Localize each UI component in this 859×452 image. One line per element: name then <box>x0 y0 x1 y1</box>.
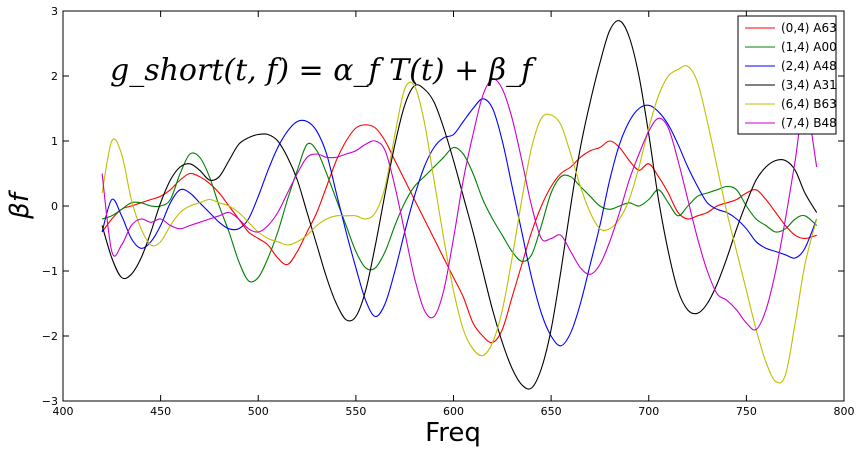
formula-annotation: g_short(t, f) = α_f T(t) + β_f <box>110 53 537 88</box>
y-tick-label: 0 <box>51 200 58 213</box>
x-tick-label: 650 <box>541 405 562 418</box>
x-tick-label: 550 <box>345 405 366 418</box>
legend-box <box>737 15 837 135</box>
series-line-0 <box>101 124 817 344</box>
series-line-2 <box>101 98 818 347</box>
series-line-4 <box>101 65 818 384</box>
x-axis-ticks: 400 450 500 550 600 650 700 750 800 <box>53 11 855 418</box>
legend-entry-label: (0,4) A63 <box>781 21 837 35</box>
series-line-1 <box>101 142 818 283</box>
y-axis-label: βf <box>5 189 35 220</box>
y-tick-label: −1 <box>42 265 58 278</box>
x-axis-label: Freq <box>425 418 481 448</box>
legend-entry-label: (6,4) B63 <box>781 97 837 111</box>
x-tick-label: 450 <box>150 405 171 418</box>
y-tick-label: −3 <box>42 395 58 408</box>
x-tick-label: 750 <box>736 405 757 418</box>
y-tick-label: 3 <box>51 5 58 18</box>
legend-entry-label: (1,4) A00 <box>781 40 837 54</box>
legend: (0,4) A63 (1,4) A00 (2,4) A48 (3,4) A31 (6,4… <box>737 15 837 135</box>
legend-entry-label: (2,4) A48 <box>781 59 837 73</box>
x-tick-label: 400 <box>53 405 74 418</box>
plot-lines <box>101 20 818 390</box>
legend-entry-label: (3,4) A31 <box>781 78 837 92</box>
y-tick-label: 1 <box>51 135 58 148</box>
x-tick-label: 700 <box>638 405 659 418</box>
legend-entry-label: (7,4) B48 <box>781 116 837 130</box>
y-tick-label: −2 <box>42 330 58 343</box>
series-line-3 <box>101 20 818 390</box>
x-tick-label: 800 <box>834 405 855 418</box>
x-tick-label: 600 <box>443 405 464 418</box>
y-axis-ticks: −3 −2 −1 0 1 2 3 <box>42 5 844 408</box>
y-tick-label: 2 <box>51 70 58 83</box>
series-line-5 <box>101 78 818 331</box>
x-tick-label: 500 <box>248 405 269 418</box>
